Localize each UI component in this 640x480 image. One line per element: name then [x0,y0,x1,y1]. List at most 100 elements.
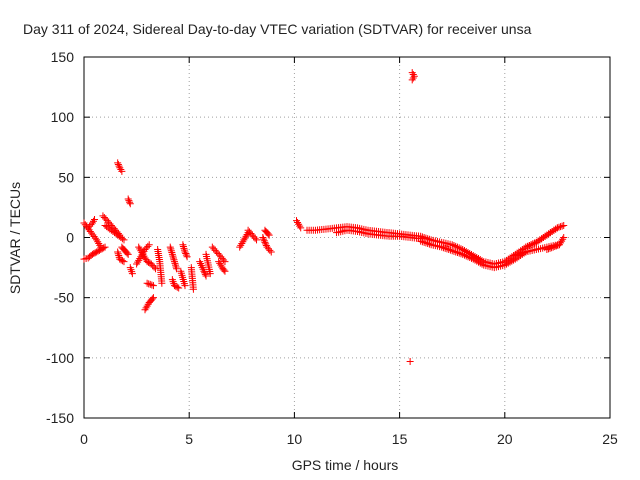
data-point [550,226,558,234]
data-point [114,248,122,256]
data-point [148,281,156,289]
data-point [549,243,557,251]
data-point [441,244,449,252]
data-point [128,270,136,278]
data-point [296,222,304,230]
data-point [503,260,511,268]
data-point [471,256,479,264]
plot-frame [83,56,611,419]
data-point [114,159,122,167]
data-point [138,251,146,259]
data-point [116,164,124,172]
grid-lines [84,57,610,418]
data-point [534,237,542,245]
data-point [134,258,142,266]
data-point [510,256,518,264]
data-point [91,215,99,223]
data-point [253,236,261,244]
data-point [173,265,181,273]
data-point [120,236,128,244]
x-tick-label: 10 [287,431,303,447]
data-point [455,249,463,257]
data-point [115,162,123,170]
data-point [557,223,565,231]
data-point [125,197,133,205]
data-point [136,255,144,263]
data-point [180,244,188,252]
data-point [149,282,157,290]
data-point [560,234,568,241]
data-point [236,243,244,251]
data-point [267,248,275,256]
data-point [448,241,456,249]
data-point [143,302,151,310]
data-point [141,254,149,262]
data-point [100,244,108,252]
data-point [179,243,187,251]
data-point [422,239,430,247]
y-tick-label: 150 [51,49,75,65]
data-point [410,72,418,80]
data-point [124,250,132,258]
data-point [221,267,229,275]
data-point [152,265,160,273]
data-point [119,257,127,265]
data-point [265,231,273,239]
x-tick-label: 25 [602,431,618,447]
data-point [126,198,134,206]
data-point [408,76,416,84]
data-point [517,250,525,258]
data-point [450,247,458,255]
data-point [114,250,122,258]
data-point [169,254,177,262]
data-point [556,241,564,249]
data-point [139,249,147,257]
data-point [260,237,268,245]
data-point [88,219,96,227]
data-point [543,246,551,254]
data-point [143,279,151,287]
data-point [467,254,475,262]
data-point [293,217,301,225]
data-point [137,253,145,261]
data-point [170,256,178,264]
data-point [135,256,143,264]
data-point [551,243,559,251]
data-point [506,258,514,266]
data-point [555,223,563,231]
y-tick-label: -100 [46,350,74,366]
data-point [448,247,456,255]
data-point [237,241,245,249]
data-point [294,218,302,226]
data-point [443,245,451,253]
data-point [202,272,210,280]
data-point [167,245,175,253]
data-point [182,251,190,259]
data-point [408,69,416,77]
data-point [168,250,176,258]
data-point [557,239,565,247]
data-point [406,357,414,365]
data-point [124,195,132,203]
data-point [239,238,247,246]
data-point [476,259,484,267]
data-point [452,248,460,256]
data-point [457,250,465,258]
data-point [453,249,461,257]
data-point [515,250,523,258]
y-tick-label: -50 [54,290,74,306]
data-point [259,234,267,241]
data-point [543,231,551,239]
data-point [183,253,191,261]
data-point [544,245,552,253]
data-point [149,294,157,302]
data-point [524,242,532,250]
data-point [552,225,560,233]
x-tick-label: 15 [392,431,408,447]
data-point [478,260,486,268]
data-point [168,249,176,257]
data-point [172,263,180,271]
data-point [181,282,189,290]
data-point [539,234,547,241]
data-point [141,306,149,314]
